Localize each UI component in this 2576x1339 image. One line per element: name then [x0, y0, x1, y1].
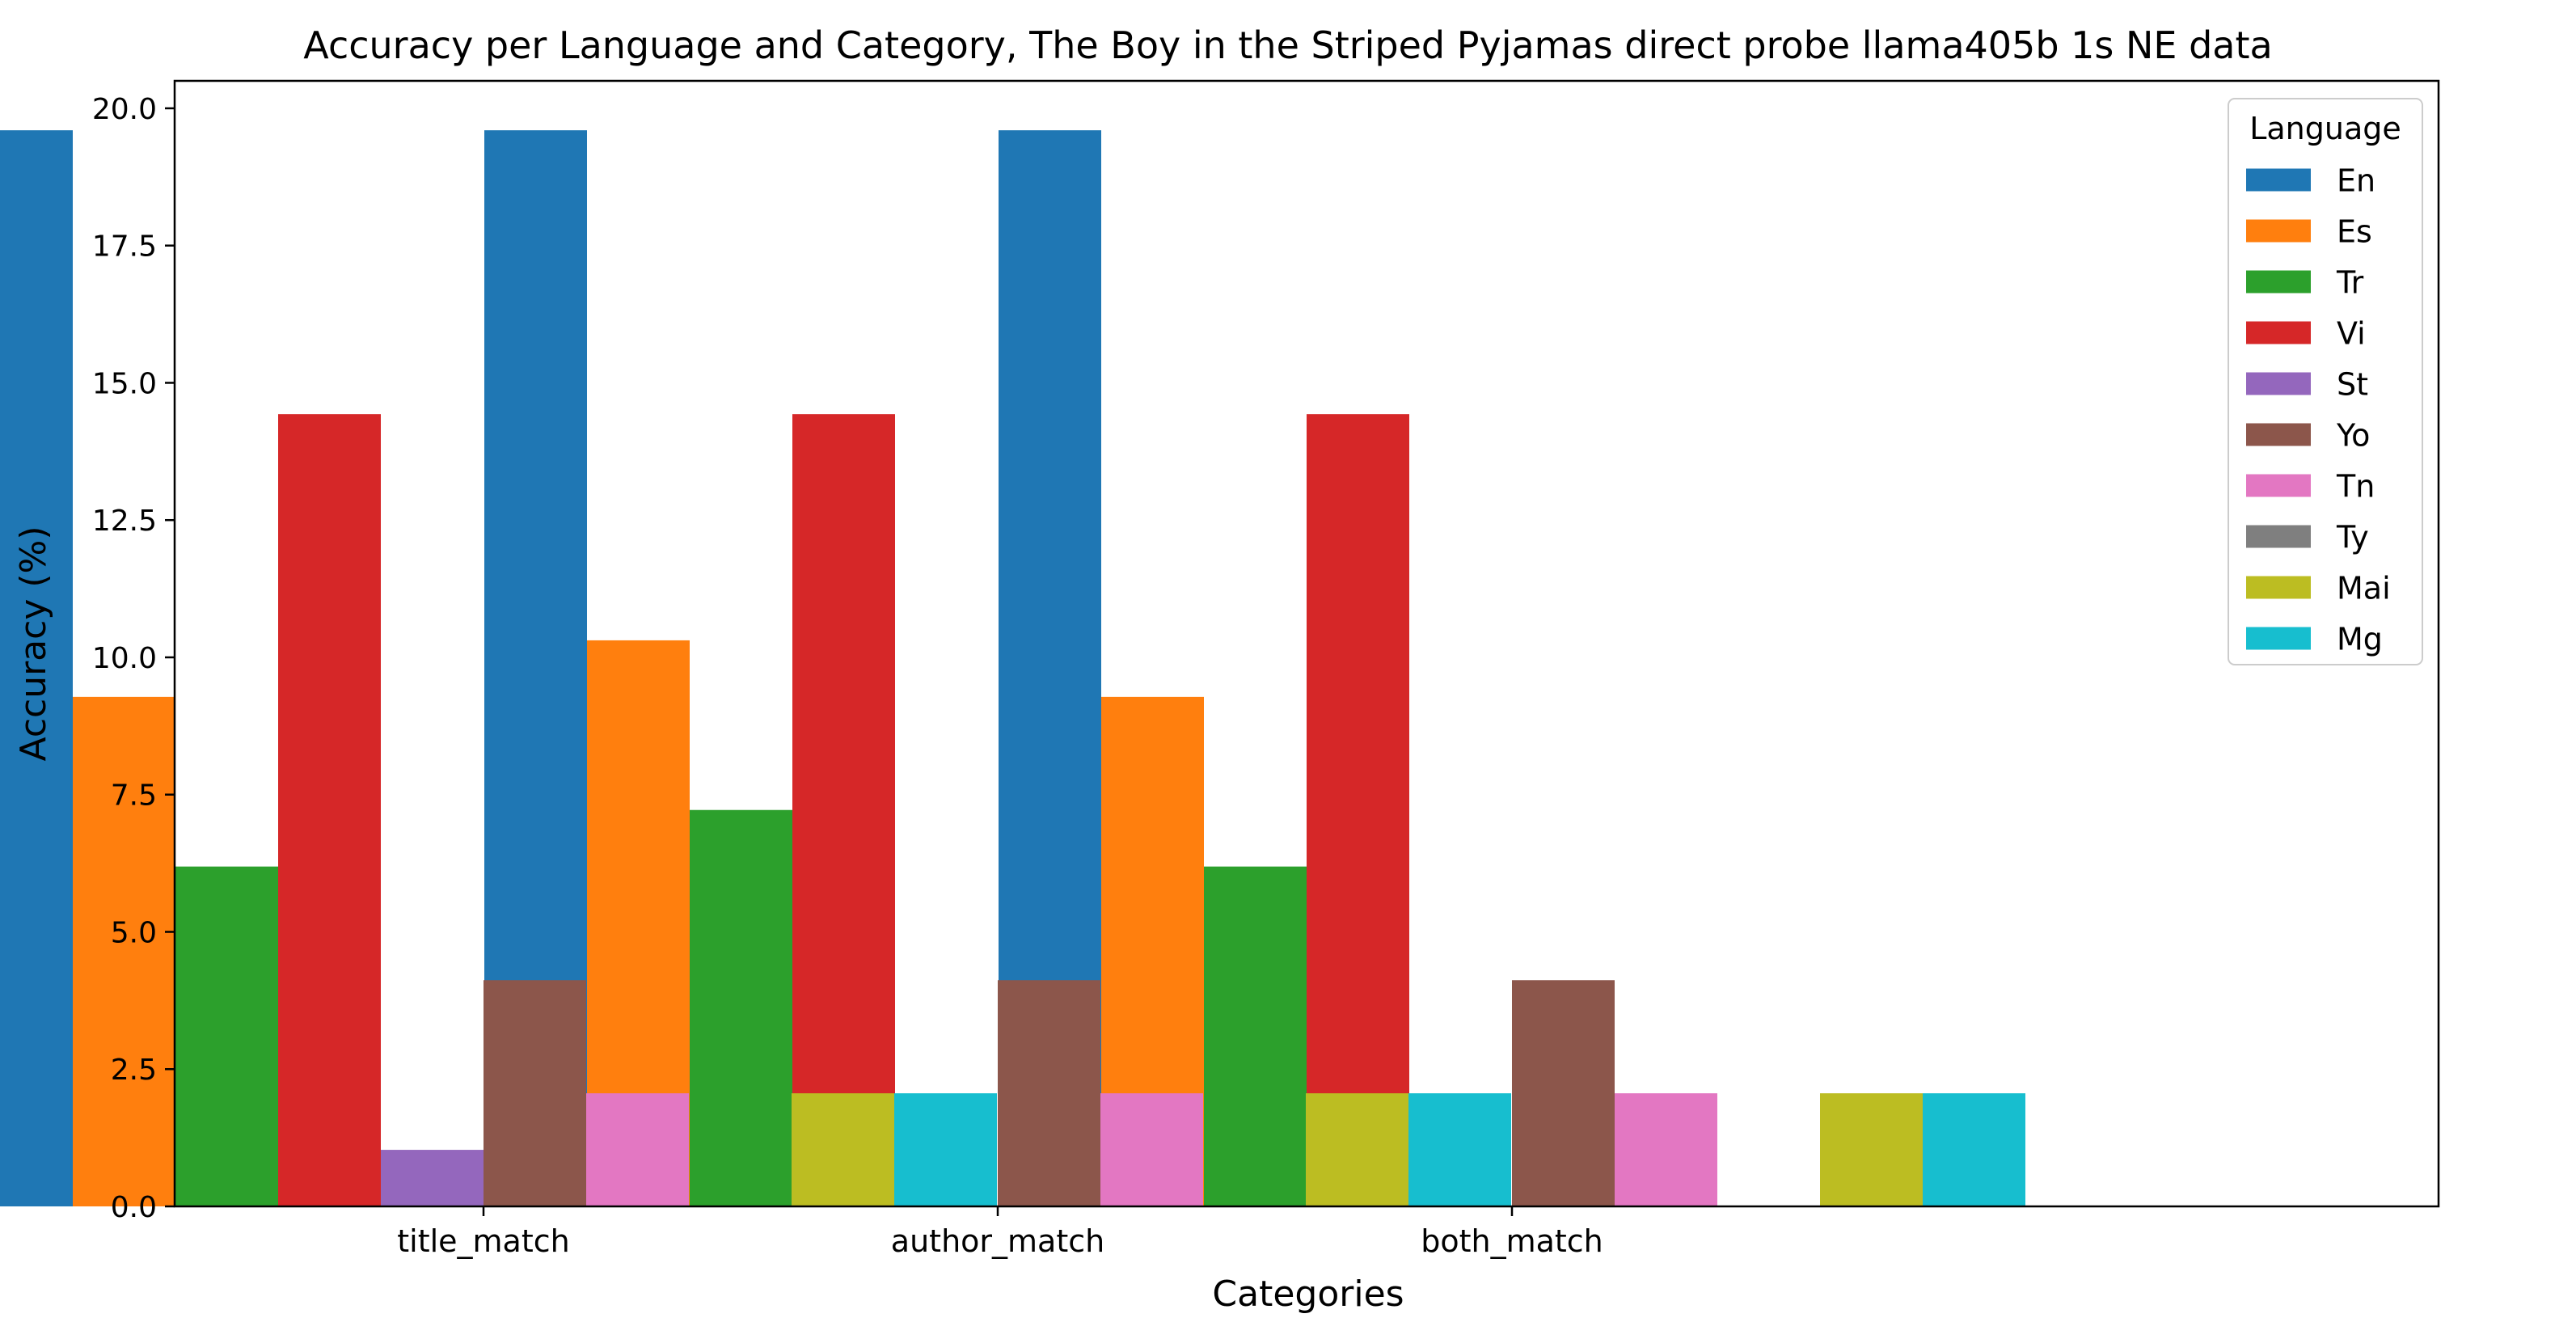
x-tick-label-both_match: both_match — [1421, 1223, 1603, 1259]
y-tick-label: 20.0 — [92, 93, 157, 126]
axes-group: 0.0 2.5 5.0 7.5 10.0 12.5 15.0 17.5 20.0 title_ma… — [92, 79, 2440, 1259]
bar-tn-author_match — [1100, 1093, 1203, 1206]
bar-yo-author_match — [998, 980, 1100, 1206]
bar-st-title_match — [381, 1150, 484, 1206]
legend-swatch-st — [2246, 372, 2311, 395]
plot-frame — [173, 79, 2440, 1208]
y-tick-label: 12.5 — [92, 505, 157, 538]
legend-swatch-es — [2246, 219, 2311, 243]
bar-mai-author_match — [1306, 1093, 1408, 1206]
legend-swatch-mai — [2246, 576, 2311, 599]
legend-swatch-yo — [2246, 423, 2311, 446]
x-tick-label-author_match: author_match — [891, 1223, 1104, 1259]
legend-label-tr: Tr — [2336, 265, 2364, 301]
y-tick-label: 5.0 — [111, 916, 157, 949]
legend-label-vi: Vi — [2337, 316, 2366, 352]
bar-tn-both_match — [1615, 1093, 1717, 1206]
y-tick-label: 7.5 — [111, 779, 157, 813]
bar-tn-title_match — [586, 1093, 689, 1206]
bar-vi-title_match — [278, 414, 381, 1206]
bar-vi-author_match — [792, 414, 895, 1206]
bar-vi-both_match — [1307, 414, 1409, 1206]
bars-group — [0, 130, 2025, 1207]
bar-en-title_match — [0, 130, 73, 1207]
legend-label-es: Es — [2337, 214, 2372, 250]
legend-label-tn: Tn — [2336, 469, 2375, 505]
bar-yo-title_match — [484, 980, 586, 1206]
y-tick-label: 2.5 — [111, 1054, 157, 1087]
legend: Language En Es Tr Vi St Yo Tn Ty Mai Mg — [2228, 98, 2423, 665]
legend-swatch-ty — [2246, 525, 2311, 548]
legend-label-st: St — [2337, 367, 2368, 403]
y-tick-label: 15.0 — [92, 367, 157, 400]
y-tick-label: 0.0 — [111, 1191, 157, 1224]
legend-label-mg: Mg — [2337, 622, 2383, 657]
bar-es-title_match — [73, 696, 175, 1206]
bar-mai-both_match — [1820, 1093, 1923, 1206]
legend-title: Language — [2249, 111, 2401, 146]
bar-tr-title_match — [175, 866, 278, 1206]
bar-mg-title_match — [894, 1093, 997, 1206]
legend-swatch-tr — [2246, 270, 2311, 294]
bar-yo-both_match — [1512, 980, 1615, 1206]
legend-label-en: En — [2337, 163, 2375, 199]
bar-tr-both_match — [1204, 866, 1307, 1206]
y-tick-label: 10.0 — [92, 642, 157, 675]
legend-swatch-tn — [2246, 474, 2311, 497]
legend-swatch-mg — [2246, 627, 2311, 650]
legend-swatch-en — [2246, 168, 2311, 192]
legend-label-yo: Yo — [2336, 418, 2370, 454]
bar-mg-both_match — [1923, 1093, 2025, 1206]
bar-mai-title_match — [792, 1093, 894, 1206]
chart-title: Accuracy per Language and Category, The … — [303, 23, 2272, 67]
legend-label-mai: Mai — [2337, 571, 2391, 606]
bar-tr-author_match — [690, 809, 792, 1206]
legend-swatch-vi — [2246, 321, 2311, 344]
y-tick-label: 17.5 — [92, 230, 157, 264]
x-tick-label-title_match: title_match — [397, 1223, 569, 1259]
legend-label-ty: Ty — [2336, 520, 2369, 555]
y-axis-label: Accuracy (%) — [13, 526, 54, 761]
x-axis-label: Categories — [1212, 1274, 1404, 1315]
bar-mg-author_match — [1408, 1093, 1511, 1206]
